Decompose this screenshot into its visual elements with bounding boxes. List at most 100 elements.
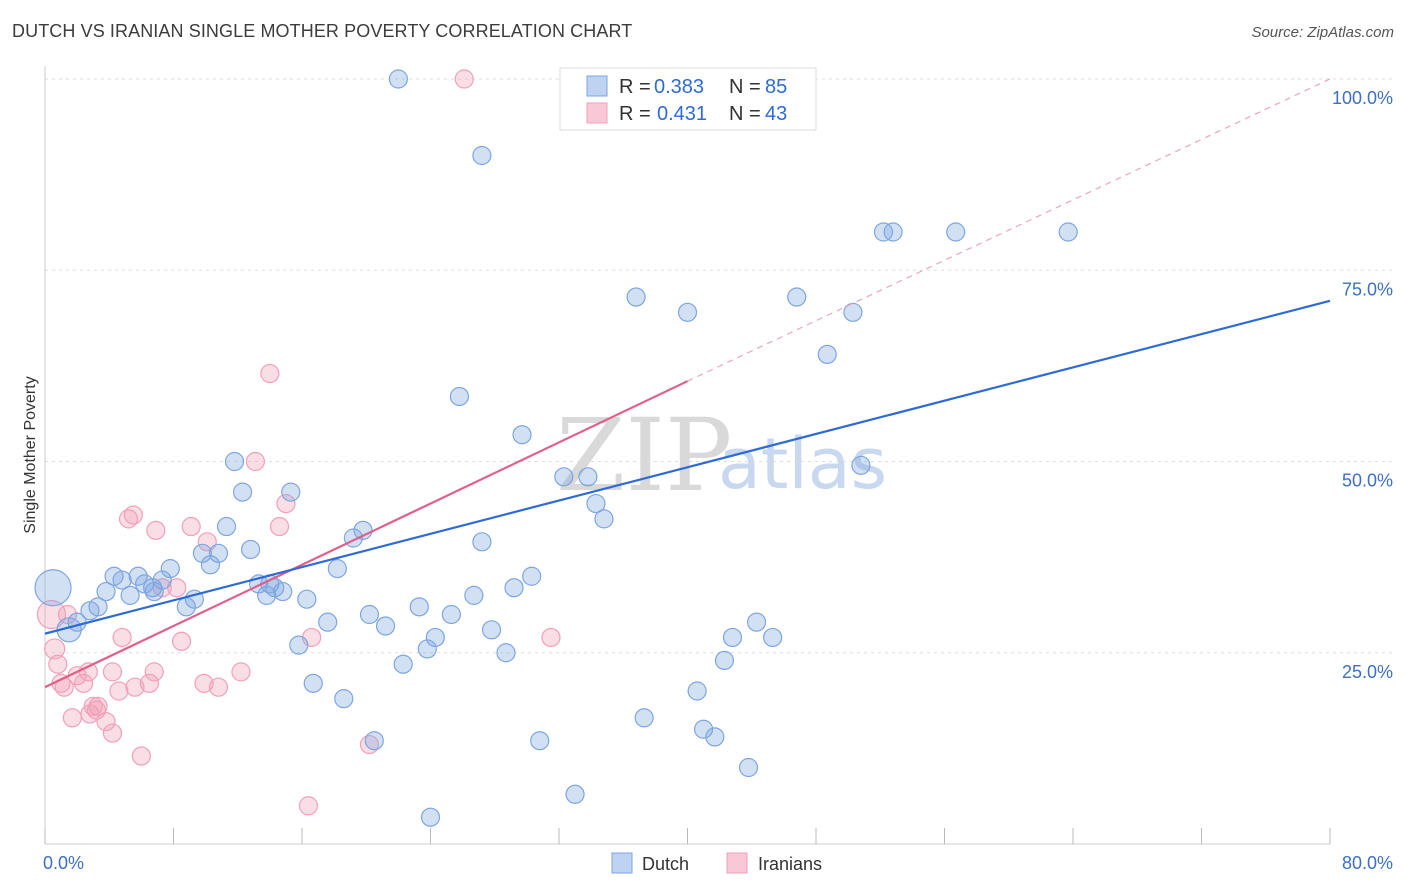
dutch-point xyxy=(787,287,807,307)
dutch-point xyxy=(677,302,698,322)
dutch-point xyxy=(88,597,108,617)
iranians-point xyxy=(112,627,132,648)
dutch-point xyxy=(34,569,72,607)
x-tick-label: 0.0% xyxy=(43,853,84,873)
iranians-point xyxy=(102,723,123,743)
iranians-points xyxy=(36,69,561,816)
dutch-point xyxy=(626,287,646,307)
dutch-point xyxy=(449,386,470,407)
dutch-point xyxy=(318,612,338,632)
dutch-point xyxy=(409,597,429,617)
dutch-point xyxy=(289,635,309,655)
dutch-point xyxy=(425,627,445,648)
dutch-point xyxy=(705,727,725,747)
dutch-point xyxy=(472,532,492,552)
dutch-point xyxy=(873,222,894,242)
dutch-point xyxy=(586,493,606,514)
legend-r-label-iranians: R = xyxy=(619,103,651,125)
source-label: Source: ZipAtlas.com xyxy=(1251,24,1394,41)
dutch-point xyxy=(420,807,441,827)
legend-n-value-iranians: 43 xyxy=(765,103,787,125)
iranians-point xyxy=(260,363,280,384)
dutch-point xyxy=(464,585,484,605)
dutch-point xyxy=(512,425,532,445)
iranians-point xyxy=(73,673,94,693)
iranians-point xyxy=(208,677,229,697)
dutch-point xyxy=(472,145,492,166)
bottom-legend-swatch-iranians xyxy=(726,852,748,874)
iranians-point xyxy=(139,673,160,693)
dutch-point xyxy=(112,570,132,590)
dutch-points xyxy=(34,69,1078,827)
legend-n-label-dutch: N = xyxy=(729,76,761,98)
iranians-point xyxy=(269,516,290,537)
y-tick-label: 25.0% xyxy=(1342,662,1393,682)
dutch-point xyxy=(843,302,863,322)
dutch-point xyxy=(297,589,317,609)
dutch-point xyxy=(496,643,516,663)
dutch-point xyxy=(687,681,707,701)
dutch-point xyxy=(393,654,413,674)
watermark-zip: ZIP xyxy=(556,397,732,514)
iranians-point xyxy=(171,631,192,651)
iranians-point xyxy=(245,451,266,472)
iranians-point xyxy=(541,627,561,648)
dutch-point xyxy=(144,581,164,602)
legend-n-value-dutch: 85 xyxy=(765,76,787,98)
dutch-point xyxy=(851,455,871,475)
iranians-point xyxy=(276,493,296,514)
dutch-point xyxy=(224,451,245,472)
dutch-point xyxy=(375,616,396,636)
trend-lines xyxy=(44,78,1331,689)
y-tick-label: 50.0% xyxy=(1342,471,1393,491)
dutch-point xyxy=(417,639,437,659)
dutch-point xyxy=(232,482,253,502)
y-axis-label: Single Mother Poverty xyxy=(22,376,39,533)
iranians-point xyxy=(36,599,67,630)
iranians-trend-line xyxy=(44,380,688,689)
dutch-point xyxy=(946,222,966,242)
legend-swatch-dutch xyxy=(586,75,608,97)
iranians-point xyxy=(194,673,214,693)
watermark: ZIP atlas xyxy=(556,397,887,514)
iranians-point xyxy=(131,746,151,766)
y-tick-label: 75.0% xyxy=(1342,279,1393,299)
dutch-point xyxy=(303,673,323,693)
dutch-point xyxy=(565,784,585,804)
dutch-point xyxy=(441,604,461,625)
iranians-point xyxy=(454,69,474,89)
dutch-point xyxy=(334,689,354,709)
iranians-point xyxy=(125,677,145,697)
dutch-point xyxy=(578,467,598,487)
dutch-point xyxy=(522,566,542,586)
dutch-point xyxy=(883,222,903,242)
series-legend: Dutch Iranians xyxy=(611,852,822,874)
dutch-point xyxy=(192,543,213,563)
dutch-point xyxy=(364,731,384,751)
dutch-point xyxy=(693,719,714,739)
dutch-point xyxy=(817,344,837,364)
dutch-point xyxy=(160,558,180,579)
bottom-legend-iranians: Iranians xyxy=(758,854,822,874)
dutch-point xyxy=(746,612,767,632)
bottom-legend-dutch: Dutch xyxy=(642,854,689,874)
dutch-point xyxy=(96,581,116,602)
bottom-legend-swatch-dutch xyxy=(611,852,633,874)
iranians-point xyxy=(123,505,143,525)
iranians-point xyxy=(102,662,123,682)
iranians-point xyxy=(197,532,217,552)
iranians-point xyxy=(298,796,319,816)
dutch-point xyxy=(763,627,783,648)
legend-swatch-iranians xyxy=(586,102,608,124)
dutch-point xyxy=(327,558,347,579)
dutch-point xyxy=(554,467,574,487)
iranians-point xyxy=(144,662,164,682)
legend-r-label-dutch: R = xyxy=(619,76,651,98)
dutch-point xyxy=(257,585,277,605)
iranians-point xyxy=(109,681,129,701)
iranians-point xyxy=(181,516,201,537)
legend-n-label-iranians: N = xyxy=(729,103,761,125)
dutch-point xyxy=(152,570,172,590)
iranians-point xyxy=(48,654,68,674)
